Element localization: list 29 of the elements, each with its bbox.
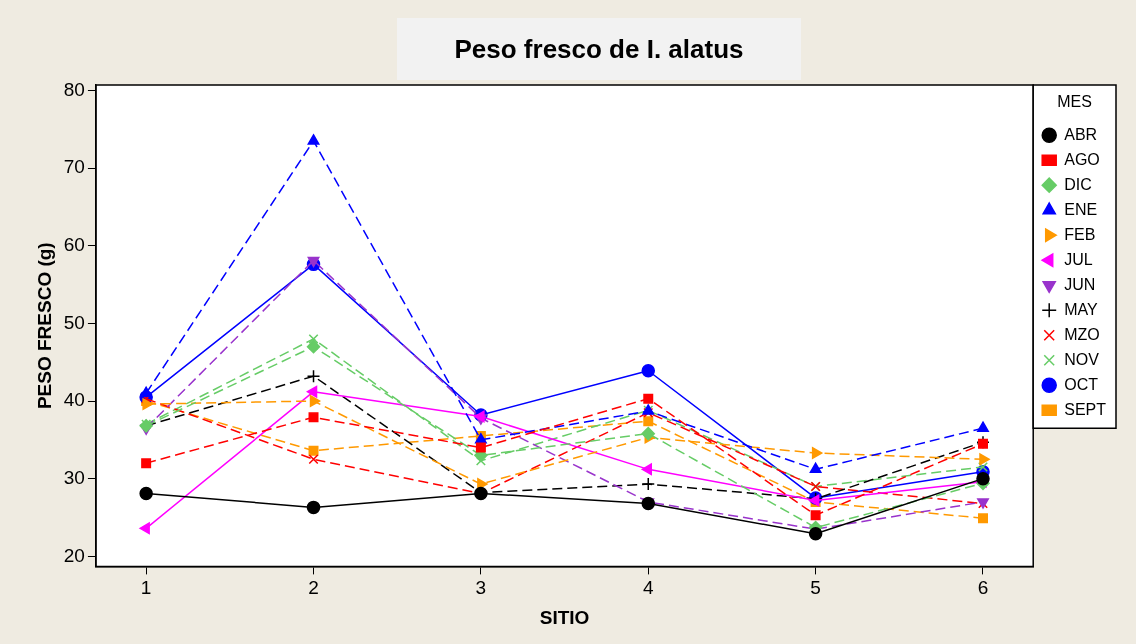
x-tick-label: 6: [977, 577, 989, 599]
legend-label: NOV: [1064, 350, 1100, 368]
legend-label: AGO: [1064, 150, 1100, 168]
legend-label: FEB: [1064, 225, 1096, 243]
x-tick-label: 5: [810, 577, 821, 599]
x-axis-title: SITIO: [539, 606, 590, 628]
y-tick-label: 50: [63, 311, 85, 333]
legend-label: MAY: [1064, 300, 1099, 318]
legend-label: JUL: [1064, 250, 1093, 268]
y-tick-label: 80: [63, 78, 85, 100]
legend-label: ABR: [1064, 125, 1098, 143]
y-tick-label: 70: [63, 156, 85, 178]
x-tick-label: 3: [475, 577, 487, 599]
y-tick-label: 20: [63, 544, 85, 566]
x-tick-label: 4: [642, 577, 654, 599]
x-tick-label: 1: [140, 577, 152, 599]
legend-label: JUN: [1064, 275, 1096, 293]
legend-title: MES: [1057, 93, 1092, 111]
y-tick-label: 60: [63, 233, 85, 255]
x-tick-label: 2: [308, 577, 319, 599]
y-tick-label: 30: [63, 466, 85, 488]
legend-label: DIC: [1064, 175, 1092, 193]
y-axis-title: PESO FRESCO (g): [33, 242, 55, 410]
legend-label: ENE: [1064, 200, 1098, 218]
y-tick-label: 40: [63, 389, 85, 411]
legend-label: MZO: [1064, 325, 1100, 343]
legend-label: OCT: [1064, 375, 1099, 393]
chart-title: Peso fresco de I. alatus: [397, 18, 801, 80]
legend-label: SEPT: [1064, 400, 1107, 418]
